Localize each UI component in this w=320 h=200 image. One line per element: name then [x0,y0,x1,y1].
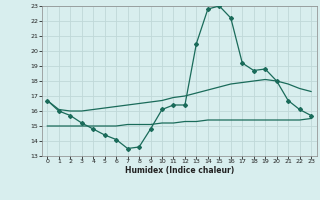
X-axis label: Humidex (Indice chaleur): Humidex (Indice chaleur) [124,166,234,175]
